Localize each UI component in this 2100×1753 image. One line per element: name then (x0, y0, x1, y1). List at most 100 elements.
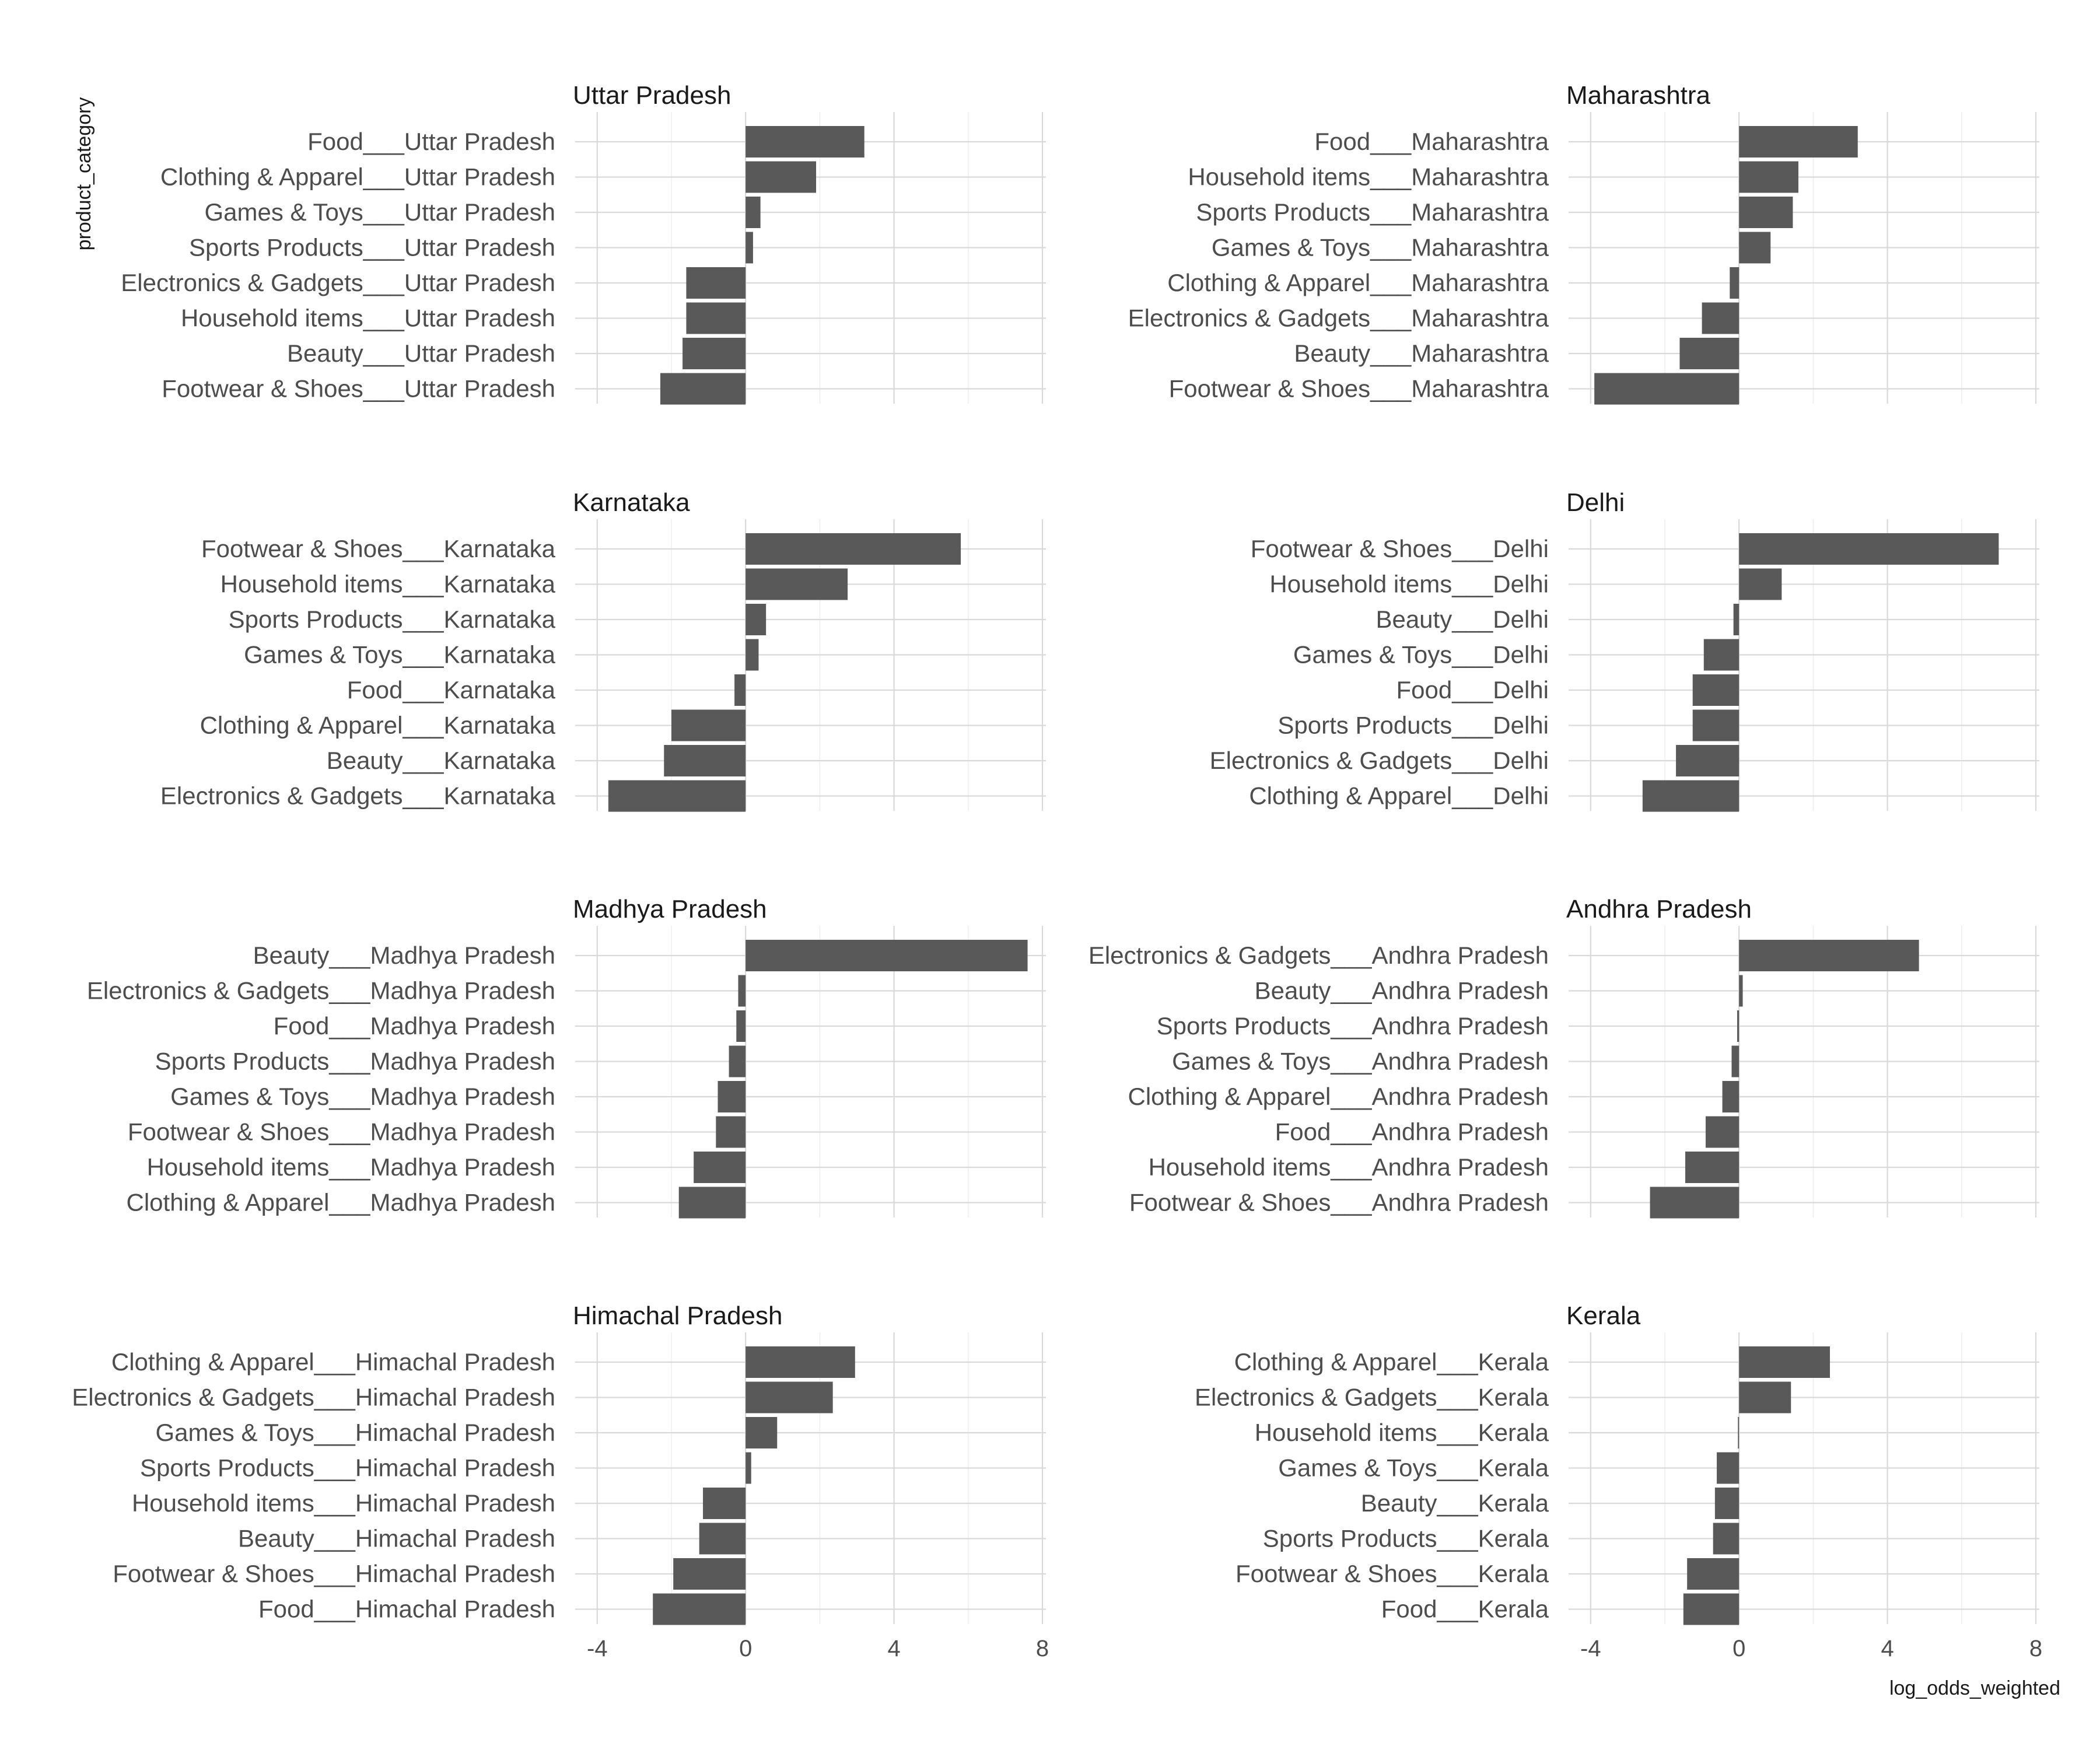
x-tick-label: 4 (1881, 1636, 1894, 1661)
bar (1739, 232, 1771, 264)
bar (1739, 975, 1743, 1007)
category-label: Sports Products___Uttar Pradesh (189, 234, 555, 261)
category-label: Beauty___Uttar Pradesh (287, 340, 555, 367)
category-label: Clothing & Apparel___Karnataka (200, 712, 556, 739)
bar (1739, 568, 1782, 600)
category-label: Sports Products___Himachal Pradesh (140, 1454, 555, 1482)
bar (1739, 533, 1999, 565)
bar (682, 338, 746, 369)
bar (1717, 1452, 1740, 1484)
category-label: Beauty___Delhi (1376, 606, 1549, 633)
bar (1733, 604, 1740, 635)
bar (694, 1152, 746, 1183)
category-label: Household items___Maharashtra (1188, 163, 1549, 191)
bar (671, 709, 746, 741)
category-label: Electronics & Gadgets___Kerala (1195, 1384, 1549, 1411)
category-label: Electronics & Gadgets___Himachal Pradesh (72, 1384, 555, 1411)
category-label: Household items___Madhya Pradesh (147, 1153, 555, 1181)
bar (746, 232, 753, 264)
category-label: Clothing & Apparel___Kerala (1234, 1348, 1549, 1376)
panel-title: Karnataka (573, 488, 690, 517)
category-label: Food___Kerala (1381, 1595, 1549, 1623)
category-label: Beauty___Kerala (1361, 1489, 1549, 1517)
bar (664, 745, 746, 776)
category-label: Electronics & Gadgets___Maharashtra (1128, 305, 1549, 332)
category-label: Footwear & Shoes___Karnataka (201, 535, 556, 562)
panel: Himachal Pradesh Clothing & Apparel___Him… (72, 1301, 1049, 1661)
category-label: Beauty___Andhra Pradesh (1255, 977, 1549, 1005)
bar (1702, 302, 1740, 334)
category-label: Food___Delhi (1396, 676, 1549, 704)
panel: Karnataka Footwear & Shoes___Karnataka Hou… (160, 488, 1046, 812)
bar (1739, 1381, 1791, 1413)
bar (1722, 1081, 1740, 1112)
bar (716, 1116, 746, 1148)
bar (1739, 161, 1798, 193)
category-label: Clothing & Apparel___Himachal Pradesh (111, 1348, 555, 1376)
category-label: Electronics & Gadgets___Madhya Pradesh (87, 977, 555, 1005)
bar (1594, 373, 1740, 405)
category-label: Footwear & Shoes___Maharashtra (1169, 375, 1549, 403)
bar (608, 780, 746, 812)
bar (746, 1346, 855, 1378)
x-tick-label: 0 (739, 1636, 752, 1661)
x-tick-label: -4 (587, 1636, 608, 1661)
category-label: Clothing & Apparel___Uttar Pradesh (160, 163, 555, 191)
category-label: Games & Toys___Karnataka (244, 641, 556, 669)
category-label: Household items___Andhra Pradesh (1149, 1153, 1549, 1181)
category-label: Food___Uttar Pradesh (307, 128, 555, 155)
category-label: Beauty___Himachal Pradesh (238, 1525, 555, 1552)
category-label: Games & Toys___Andhra Pradesh (1172, 1048, 1549, 1075)
bar (746, 1417, 778, 1448)
bar (718, 1081, 746, 1112)
bar (699, 1523, 746, 1555)
bar (1737, 1010, 1740, 1042)
category-label: Household items___Delhi (1269, 571, 1549, 598)
category-label: Food___Karnataka (347, 676, 556, 704)
category-label: Clothing & Apparel___Delhi (1249, 782, 1549, 810)
bar (1739, 940, 1919, 971)
category-label: Clothing & Apparel___Maharashtra (1167, 269, 1549, 296)
bar (1738, 1417, 1740, 1448)
bar (1683, 1593, 1740, 1625)
bar (1730, 267, 1740, 299)
panel-title: Maharashtra (1566, 81, 1711, 110)
panel: Delhi Footwear & Shoes___Delhi Household i… (1210, 488, 2039, 812)
category-label: Sports Products___Karnataka (229, 606, 556, 633)
x-tick-label: 4 (887, 1636, 900, 1661)
category-label: Games & Toys___Madhya Pradesh (170, 1083, 555, 1110)
bar (746, 533, 961, 565)
bar (1692, 674, 1740, 706)
category-label: Sports Products___Andhra Pradesh (1157, 1012, 1549, 1040)
category-label: Beauty___Maharashtra (1294, 340, 1549, 367)
bar (746, 1381, 833, 1413)
panels-layer: Uttar Pradesh Food___Uttar Pradesh Clothin… (72, 81, 2042, 1661)
category-label: Beauty___Karnataka (327, 747, 556, 774)
bar (686, 302, 746, 334)
bar (1650, 1187, 1740, 1219)
category-label: Games & Toys___Delhi (1293, 641, 1549, 669)
category-label: Electronics & Gadgets___Andhra Pradesh (1088, 942, 1549, 969)
bar (746, 568, 848, 600)
panel-title: Kerala (1566, 1301, 1641, 1330)
category-label: Games & Toys___Uttar Pradesh (204, 198, 555, 226)
panel-title: Himachal Pradesh (573, 1301, 783, 1330)
category-label: Food___Himachal Pradesh (258, 1595, 555, 1623)
category-label: Household items___Uttar Pradesh (181, 305, 555, 332)
category-label: Games & Toys___Maharashtra (1212, 234, 1549, 261)
panel-title: Madhya Pradesh (573, 895, 767, 923)
bar (1739, 1346, 1831, 1378)
bar (746, 126, 864, 158)
panel-title: Uttar Pradesh (573, 81, 731, 110)
bar (746, 639, 759, 671)
y-axis-title: product_category (73, 97, 95, 251)
bar (703, 1488, 746, 1519)
panel: Kerala Clothing & Apparel___Kerala Electro… (1195, 1301, 2042, 1661)
bar (738, 975, 746, 1007)
bar (1687, 1558, 1740, 1590)
bar (1642, 780, 1740, 812)
category-label: Household items___Karnataka (220, 571, 556, 598)
category-label: Household items___Himachal Pradesh (132, 1489, 555, 1517)
category-label: Food___Andhra Pradesh (1275, 1118, 1549, 1146)
bar (1676, 745, 1740, 776)
